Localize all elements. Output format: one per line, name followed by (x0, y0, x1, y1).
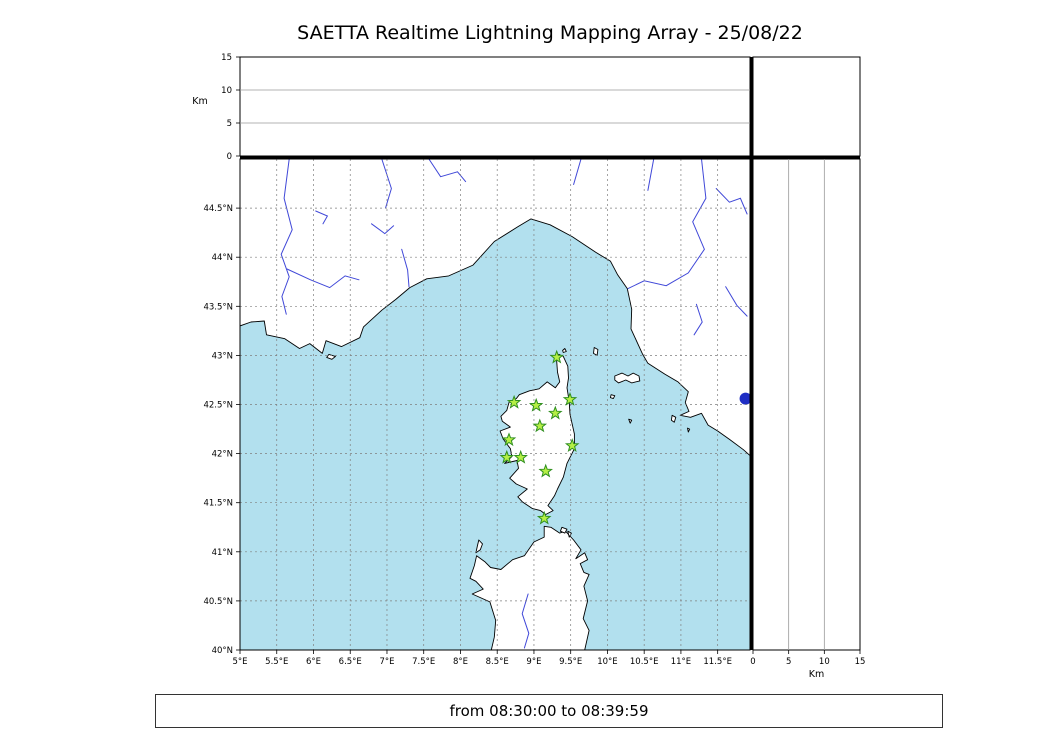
land-hyeres-islands (326, 353, 336, 360)
lon-tick-label: 7°E (379, 657, 394, 667)
land-elba (614, 372, 641, 384)
station-marker (532, 418, 548, 433)
land-caprera (567, 530, 572, 538)
river-arno (627, 159, 707, 290)
geography-layer (240, 159, 750, 650)
river-tiber-upper (725, 286, 748, 317)
corner-panel (752, 56, 861, 157)
lat-tick-label: 42°N (212, 450, 233, 460)
altitude-top-panel (239, 56, 751, 157)
land-pianosa (609, 394, 616, 400)
lat-tick-label: 40.5°N (203, 597, 233, 607)
alt-tick-label: 10 (221, 86, 232, 96)
altitude-axis-label-top: Km (192, 96, 207, 107)
lon-tick-label: 10°E (597, 657, 617, 667)
lon-tick-label: 8.5°E (486, 657, 509, 667)
altitude-right-panel (752, 158, 861, 651)
time-range-text: from 08:30:00 to 08:39:59 (449, 702, 649, 720)
river-taro (647, 159, 655, 191)
lat-tick-label: 43°N (212, 351, 233, 361)
lon-tick-label: 7.5°E (412, 657, 435, 667)
lat-tick-label: 43.5°N (203, 302, 233, 312)
station-marker (564, 438, 580, 453)
alt-tick-label: 0 (227, 152, 232, 162)
station-markers (499, 349, 580, 525)
axis-labels: 5°E 5.5°E 6°E 6.5°E 7°E 7.5°E 8°E 8.5°E 9°E 9.5°E… (192, 53, 865, 680)
lat-tick-label: 44.5°N (203, 204, 233, 214)
alt-tick-label: 10 (819, 657, 830, 667)
lat-tick-label: 41.5°N (203, 499, 233, 509)
land-montecristo (628, 418, 633, 424)
land-corsica (499, 353, 575, 515)
alt-tick-label: 5 (786, 657, 791, 667)
station-marker (549, 349, 564, 364)
alt-tick-label: 15 (221, 53, 232, 63)
river-po-tributary (428, 159, 467, 183)
station-marker (548, 405, 563, 420)
station-marker (513, 449, 528, 464)
altitude-axis-label-right: Km (809, 669, 824, 680)
time-range-box: from 08:30:00 to 08:39:59 (155, 694, 943, 728)
lat-tick-label: 42.5°N (203, 401, 233, 411)
alt-tick-label: 0 (750, 657, 755, 667)
river-durance (286, 268, 360, 289)
lon-tick-label: 6.5°E (339, 657, 362, 667)
river-stura (371, 223, 395, 235)
station-marker (501, 432, 517, 447)
station-marker (538, 463, 553, 478)
lon-tick-label: 6°E (306, 657, 321, 667)
land-asinara (475, 539, 483, 554)
river-tirso (521, 593, 530, 649)
river-trebbia (573, 159, 582, 185)
land-giannutri (687, 427, 691, 433)
river-reno (715, 188, 748, 215)
lon-tick-label: 9°E (526, 657, 541, 667)
land-giraglia (562, 348, 567, 353)
station-marker (506, 394, 522, 409)
river-alpine-stream (315, 210, 329, 225)
station-marker (499, 449, 515, 464)
lake-bolsena (739, 392, 750, 405)
lat-tick-label: 40°N (212, 646, 233, 656)
lon-tick-label: 8°E (453, 657, 468, 667)
lon-tick-label: 9.5°E (559, 657, 582, 667)
station-marker (528, 397, 544, 412)
lon-tick-label: 11.5°E (703, 657, 732, 667)
land-sardinia (469, 525, 590, 650)
lon-tick-label: 5.5°E (265, 657, 288, 667)
lon-tick-label: 11°E (671, 657, 691, 667)
lon-tick-label: 5°E (232, 657, 247, 667)
river-ombrone (693, 303, 703, 336)
river-tanaro (381, 159, 392, 209)
river-var (401, 248, 410, 288)
land-maddalena (559, 526, 568, 534)
alt-tick-label: 5 (227, 119, 232, 129)
station-marker (536, 510, 552, 525)
land-capraia (593, 347, 599, 356)
lon-tick-label: 10.5°E (630, 657, 659, 667)
map-gridlines (239, 159, 750, 651)
alt-tick-label: 15 (855, 657, 866, 667)
land-mainland (240, 159, 750, 457)
land-giglio (670, 414, 677, 423)
lat-tick-label: 41°N (212, 548, 233, 558)
figure-title: SAETTA Realtime Lightning Mapping Array … (297, 22, 803, 44)
station-marker (562, 391, 578, 406)
lat-tick-label: 44°N (212, 253, 233, 263)
river-rhone (280, 159, 293, 315)
